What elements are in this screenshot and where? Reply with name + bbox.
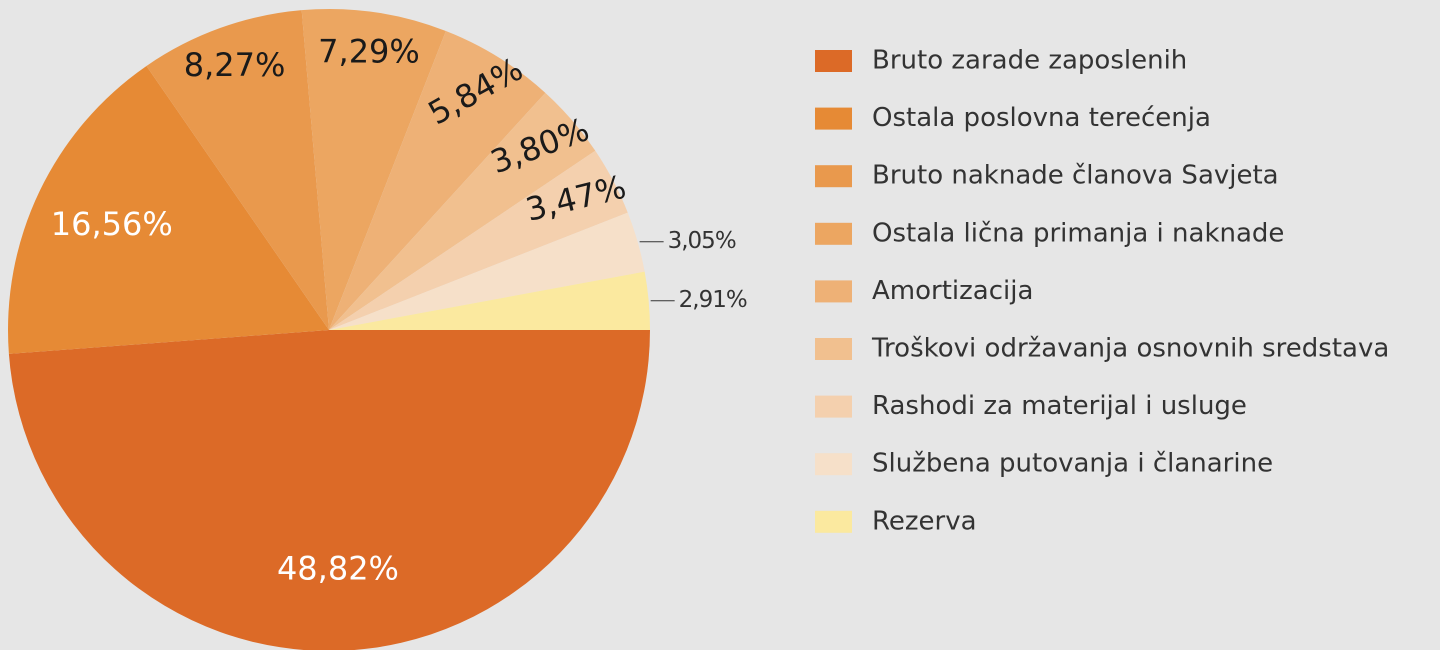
slice-label: 8,27% [184,46,286,84]
legend-label: Službena putovanja i članarine [872,449,1273,479]
pie-slice [329,271,650,330]
slice-label: 16,56% [51,205,173,243]
legend-swatch [815,107,852,130]
pie-slice [329,212,645,330]
pie-slice [146,10,329,330]
legend-swatch [815,280,852,303]
legend-label: Rezerva [872,506,977,536]
pie-slice [329,31,546,330]
legend-swatch [815,338,852,360]
legend-swatch [815,165,852,188]
legend-swatch [815,50,852,72]
legend-swatch [815,510,852,533]
legend-label: Ostala lična primanja i naknade [872,218,1284,248]
legend-label: Bruto zarade zaposlenih [872,46,1187,76]
legend-swatch [815,395,852,418]
legend-label: Bruto naknade članova Savjeta [872,161,1279,191]
slice-label: 48,82% [277,550,399,588]
legend-swatch [815,453,852,476]
pie-slice [329,92,596,330]
pie-slice [8,65,330,354]
pie-slice [8,330,650,650]
legend-label: Ostala poslovna terećenja [872,103,1211,133]
legend-label: Rashodi za materijal i usluge [872,391,1247,421]
slice-label: 2,91% [679,287,747,313]
legend-label: Amortizacija [872,276,1033,306]
pie-slice [329,150,628,330]
legend-label: Troškovi održavanja osnovnih sredstava [871,334,1389,364]
legend-swatch [815,222,852,245]
pie-slice [301,8,446,330]
slice-label: 3,05% [668,228,736,254]
slice-label: 7,29% [318,33,420,71]
